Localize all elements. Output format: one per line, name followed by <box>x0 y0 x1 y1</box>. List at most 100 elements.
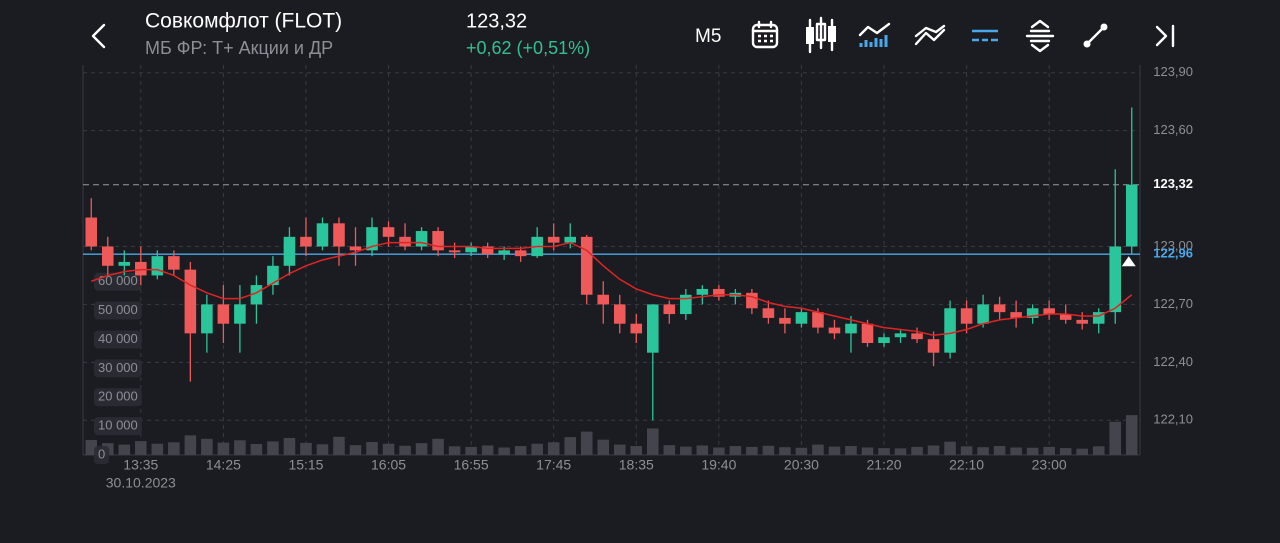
scroll-end-button[interactable] <box>1155 24 1175 48</box>
volume-bar <box>1026 447 1039 455</box>
candle-body <box>845 323 857 334</box>
range-button[interactable] <box>1025 19 1055 53</box>
x-tick-label: 20:30 <box>784 457 819 473</box>
candle-body <box>448 250 461 253</box>
volume-tick-label: 10 000 <box>98 418 138 433</box>
candle-body <box>267 265 279 286</box>
volume-bar <box>316 444 329 455</box>
candle-body <box>366 227 378 251</box>
candle-body <box>680 294 692 315</box>
volume-bar <box>795 447 808 455</box>
volume-bar <box>217 442 230 455</box>
candle-body <box>613 304 626 324</box>
y-tick-label: 122,70 <box>1153 296 1193 311</box>
volume-bar <box>333 436 345 455</box>
candle-body <box>762 308 775 318</box>
candle-body <box>300 236 312 247</box>
candle-body <box>168 256 180 270</box>
candle-body <box>828 327 841 334</box>
volume-tick-label: 0 <box>98 446 105 461</box>
volume-bar <box>531 443 543 455</box>
candle-body <box>432 231 444 251</box>
candle-body <box>597 294 610 305</box>
candle-body <box>217 304 230 324</box>
volume-bar <box>729 446 742 455</box>
volume-bar <box>300 442 312 455</box>
x-tick-label: 18:35 <box>619 457 654 473</box>
x-tick-label: 23:00 <box>1032 457 1067 473</box>
candle-body <box>1092 312 1105 324</box>
levels-button[interactable] <box>972 29 998 42</box>
x-tick-label: 15:15 <box>288 457 323 473</box>
candle-body <box>713 288 725 297</box>
candle-body <box>465 246 477 253</box>
subtitle: МБ ФР: Т+ Акции и ДР <box>145 38 333 58</box>
volume-bar <box>547 442 560 455</box>
volume-bar <box>960 446 973 455</box>
volume-bar <box>151 443 164 455</box>
volume-bar <box>267 441 279 455</box>
volume-bar <box>845 446 857 455</box>
volume-bar <box>911 446 923 455</box>
candle-body <box>977 304 989 324</box>
candle-body <box>960 308 973 324</box>
candle-body <box>151 256 164 276</box>
volume-tick-label: 40 000 <box>98 331 138 346</box>
volume-bar <box>250 444 263 455</box>
volume-tick-badge <box>94 417 142 436</box>
y-tick-label: 123,60 <box>1153 122 1193 137</box>
candle-body <box>696 288 709 295</box>
candle-body <box>944 308 956 353</box>
volume-bar <box>713 447 725 455</box>
indicators-button[interactable] <box>858 22 891 47</box>
x-tick-label: 21:20 <box>866 457 901 473</box>
candle-body <box>779 317 791 324</box>
candle-body <box>1125 184 1138 247</box>
candle-body <box>382 227 395 237</box>
candle-body <box>1026 308 1039 318</box>
volume-bar <box>349 445 362 455</box>
candle-body <box>1043 308 1055 315</box>
volume-bar <box>85 439 98 455</box>
volume-tick-label: 30 000 <box>98 360 138 375</box>
volume-bar <box>894 448 907 455</box>
timeframe-button[interactable]: M5 <box>695 26 721 47</box>
candle-body <box>630 323 643 334</box>
candles-button[interactable] <box>806 16 836 54</box>
volume-bar <box>481 445 494 455</box>
draw-line-button[interactable] <box>1083 23 1108 48</box>
y-tick-label: 123,90 <box>1153 64 1193 79</box>
calendar-button[interactable] <box>751 20 779 49</box>
candle-body <box>564 236 576 243</box>
volume-bar <box>234 440 246 455</box>
candle-body <box>878 337 890 344</box>
candle-body <box>234 304 246 324</box>
volume-bar <box>465 446 477 455</box>
candle-body <box>795 312 808 324</box>
volume-bar <box>613 444 626 455</box>
volume-bar <box>828 446 841 455</box>
volume-bar <box>762 445 775 455</box>
price: 123,32 <box>466 10 527 32</box>
volume-tick-badge <box>94 388 142 407</box>
candle-body <box>101 246 114 266</box>
volume-bar <box>861 447 874 455</box>
volume-tick-badge <box>94 446 110 464</box>
volume-bar <box>977 447 989 455</box>
candle-body <box>514 250 527 257</box>
candle-body <box>861 323 874 344</box>
candle-body <box>415 231 428 247</box>
compare-button[interactable] <box>914 24 946 46</box>
volume-bar <box>812 444 824 455</box>
volume-bar <box>135 441 147 455</box>
candle-body <box>184 269 197 334</box>
candle-body <box>85 217 98 247</box>
back-button[interactable] <box>91 23 106 49</box>
candle-body <box>547 236 560 243</box>
volume-bar <box>168 442 180 455</box>
volume-bar <box>382 443 395 455</box>
x-tick-label: 16:05 <box>371 457 406 473</box>
candle-body <box>746 292 758 309</box>
candle-body <box>812 312 824 328</box>
x-tick-label: 22:10 <box>949 457 984 473</box>
